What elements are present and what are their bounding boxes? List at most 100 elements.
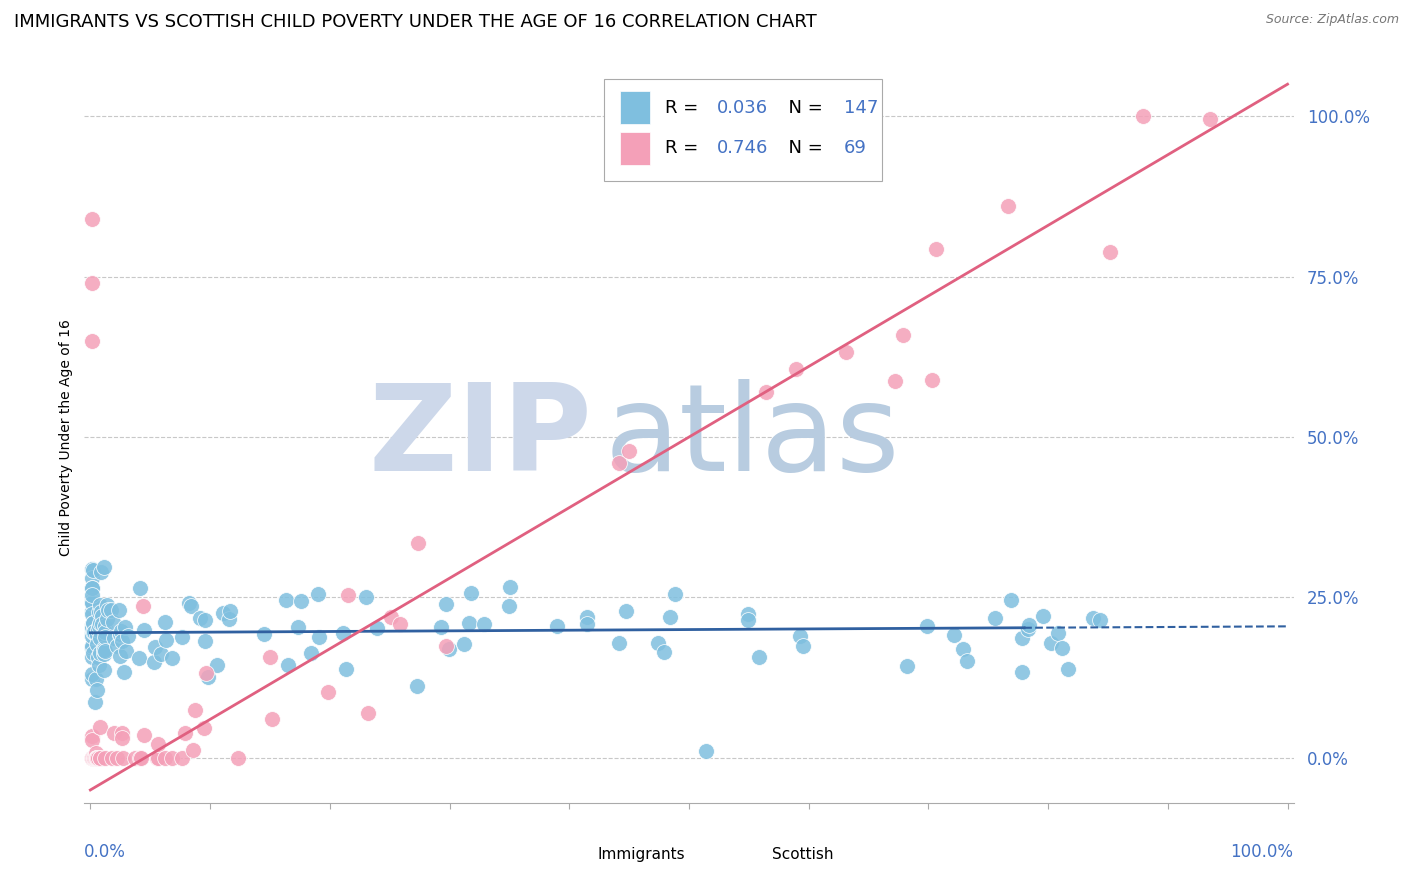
Point: [1018, 618, 1040, 632]
Point: [80, 595, 103, 609]
Point: [89, 598, 111, 612]
Point: [575, 610, 598, 624]
Point: [117, 629, 139, 643]
Point: [259, 649, 281, 664]
Point: [100, 603, 122, 617]
Point: [80, 571, 103, 585]
Point: [1046, 626, 1069, 640]
Point: [1132, 109, 1154, 123]
Point: [896, 659, 918, 673]
Point: [453, 637, 475, 651]
Point: [1000, 593, 1022, 607]
Point: [389, 616, 412, 631]
Point: [93, 647, 115, 661]
Point: [80, 617, 103, 632]
Point: [155, 632, 177, 647]
FancyBboxPatch shape: [731, 841, 765, 867]
Point: [114, 620, 136, 634]
Point: [86, 628, 108, 642]
Point: [89, 631, 111, 645]
Point: [499, 580, 522, 594]
Point: [194, 633, 217, 648]
Point: [111, 633, 134, 648]
Text: atlas: atlas: [605, 378, 900, 496]
Point: [83, 624, 105, 639]
Point: [614, 604, 637, 618]
Point: [335, 662, 357, 676]
Point: [90, 565, 112, 579]
Point: [80, 733, 103, 747]
Point: [883, 375, 905, 389]
Point: [80, 629, 103, 643]
Text: 147: 147: [844, 99, 879, 117]
Point: [93, 642, 115, 657]
Point: [105, 751, 128, 765]
Point: [110, 624, 132, 639]
Point: [1011, 632, 1033, 646]
Point: [188, 611, 211, 625]
Point: [108, 603, 131, 617]
Point: [96, 612, 118, 626]
Point: [921, 373, 943, 387]
Point: [86, 683, 108, 698]
Point: [80, 334, 103, 348]
Text: Immigrants: Immigrants: [598, 847, 685, 862]
Point: [103, 726, 125, 740]
Text: N =: N =: [778, 99, 828, 117]
Point: [80, 561, 103, 575]
Point: [101, 615, 124, 629]
Point: [607, 635, 630, 649]
Point: [80, 581, 103, 595]
Point: [1032, 609, 1054, 624]
Point: [1198, 112, 1220, 127]
Text: IMMIGRANTS VS SCOTTISH CHILD POVERTY UNDER THE AGE OF 16 CORRELATION CHART: IMMIGRANTS VS SCOTTISH CHILD POVERTY UND…: [14, 13, 817, 31]
Text: 0.036: 0.036: [717, 99, 768, 117]
Point: [290, 593, 312, 607]
Point: [737, 607, 759, 621]
Point: [146, 751, 169, 765]
Point: [94, 751, 117, 765]
Point: [97, 603, 120, 617]
Point: [915, 619, 938, 633]
Point: [219, 604, 242, 618]
Point: [87, 624, 110, 638]
Point: [93, 663, 115, 677]
Point: [128, 650, 150, 665]
Point: [405, 680, 427, 694]
Point: [86, 751, 108, 765]
Point: [174, 726, 197, 740]
Point: [89, 751, 111, 765]
Point: [94, 630, 117, 644]
Point: [308, 631, 330, 645]
Point: [997, 199, 1019, 213]
Point: [86, 751, 108, 765]
Point: [356, 591, 378, 605]
Point: [336, 588, 359, 602]
Point: [737, 613, 759, 627]
Point: [134, 623, 156, 637]
Point: [434, 597, 457, 611]
Point: [172, 631, 194, 645]
Point: [1098, 245, 1121, 260]
Point: [177, 596, 200, 610]
Point: [406, 536, 429, 550]
Point: [205, 657, 228, 672]
Point: [287, 620, 309, 634]
Point: [607, 456, 630, 470]
Point: [84, 746, 107, 760]
Point: [1057, 661, 1080, 675]
Point: [86, 637, 108, 651]
Point: [1083, 610, 1105, 624]
Point: [82, 563, 104, 577]
Point: [94, 624, 117, 639]
Point: [142, 655, 165, 669]
Point: [460, 586, 482, 600]
Point: [619, 444, 641, 458]
Point: [316, 685, 339, 699]
Point: [82, 621, 104, 635]
Point: [211, 606, 233, 620]
Point: [956, 654, 979, 668]
Point: [748, 649, 770, 664]
Point: [695, 744, 717, 758]
Point: [148, 737, 170, 751]
